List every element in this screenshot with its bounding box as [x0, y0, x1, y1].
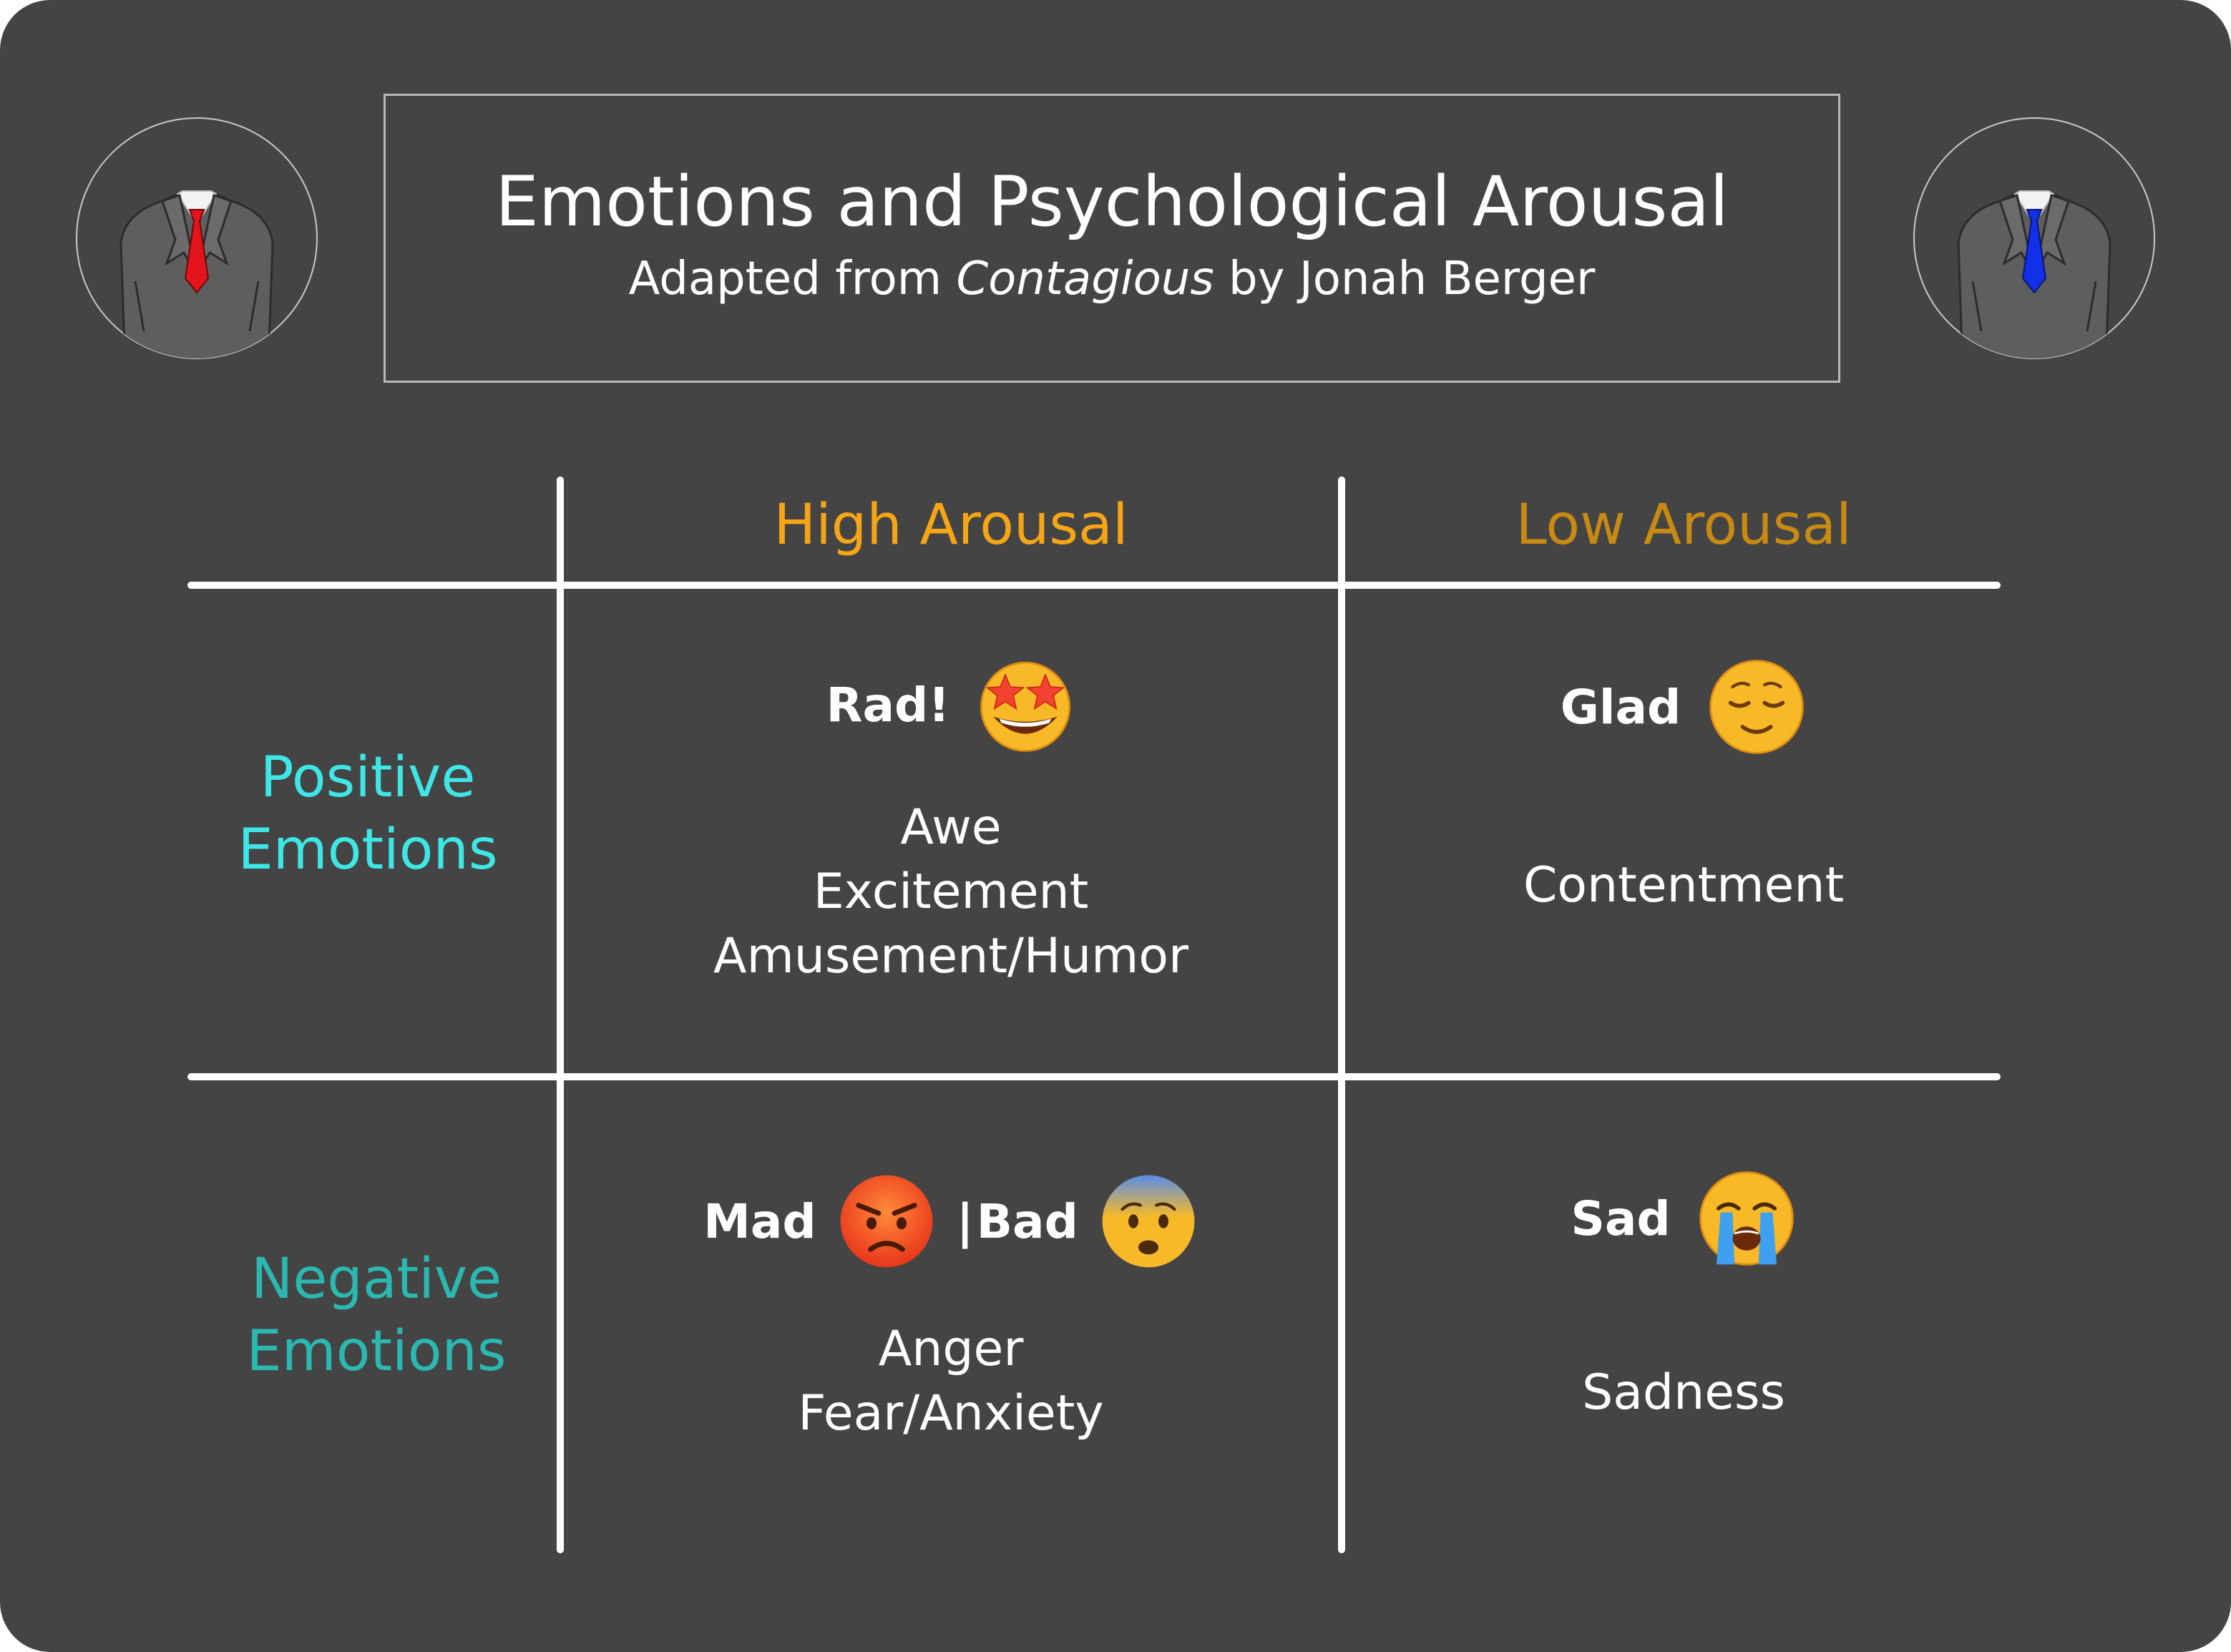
star-struck-emoji [980, 661, 1071, 752]
anxious-face-emoji [1102, 1175, 1195, 1268]
label-rad: Rad! [826, 677, 950, 733]
cell-items-negative-high: Anger Fear/Anxiety [564, 1317, 1338, 1446]
row-header-positive-line2: Emotions [238, 818, 498, 883]
list-item: Sadness [1582, 1364, 1785, 1421]
cell-label-glad: Glad [1345, 657, 2022, 757]
subtitle-suffix: by Jonah Berger [1229, 253, 1596, 306]
page-title: Emotions and Psychological Arousal [495, 162, 1729, 242]
label-bad: Bad [976, 1193, 1078, 1249]
label-glad: Glad [1560, 679, 1681, 735]
column-header-low-arousal: Low Arousal [1515, 493, 1852, 557]
column-header-high-arousal: High Arousal [773, 493, 1128, 557]
page-subtitle: Adapted from Contagious by Jonah Berger [386, 256, 1838, 302]
suit-blue-tie-icon [1913, 117, 2155, 359]
cell-items-positive-high: Awe Excitement Amusement/Humor [564, 796, 1338, 989]
list-item: Awe [900, 799, 1002, 856]
cell-label-sad: Sad [1345, 1168, 2022, 1269]
grid-divider-horizontal-middle [187, 1073, 2001, 1080]
list-item: Excitement [813, 864, 1089, 920]
list-item: Amusement/Humor [713, 928, 1188, 984]
angry-face-emoji [840, 1175, 933, 1268]
grid-divider-vertical-right [1338, 476, 1345, 1553]
cell-items-negative-low: Sadness [1345, 1361, 2022, 1425]
cell-label-mad-bad: Mad | Bad [564, 1171, 1338, 1271]
row-header-positive-line1: Positive [260, 746, 476, 810]
subtitle-prefix: Adapted from [628, 253, 942, 306]
label-sad: Sad [1571, 1191, 1671, 1246]
label-separator: | [956, 1193, 974, 1249]
grid-divider-vertical-left [557, 476, 564, 1553]
list-item: Anger [878, 1321, 1024, 1377]
suit-red-tie-icon [76, 117, 318, 359]
cell-label-rad: Rad! [564, 655, 1338, 755]
title-box: Emotions and Psychological Arousal Adapt… [384, 94, 1840, 383]
list-item: Fear/Anxiety [798, 1385, 1104, 1442]
row-header-negative-line1: Negative [250, 1247, 502, 1311]
list-item: Contentment [1523, 857, 1845, 914]
grid-divider-horizontal-top [187, 582, 2001, 589]
cell-items-positive-low: Contentment [1345, 854, 2022, 918]
book-title: Contagious [956, 253, 1214, 306]
row-header-negative-emotions: Negative Emotions [187, 1243, 565, 1389]
label-mad: Mad [703, 1193, 816, 1249]
crying-face-emoji [1699, 1171, 1794, 1266]
row-header-negative-line2: Emotions [246, 1319, 507, 1384]
relieved-face-emoji [1709, 660, 1805, 754]
row-header-positive-emotions: Positive Emotions [179, 742, 557, 887]
